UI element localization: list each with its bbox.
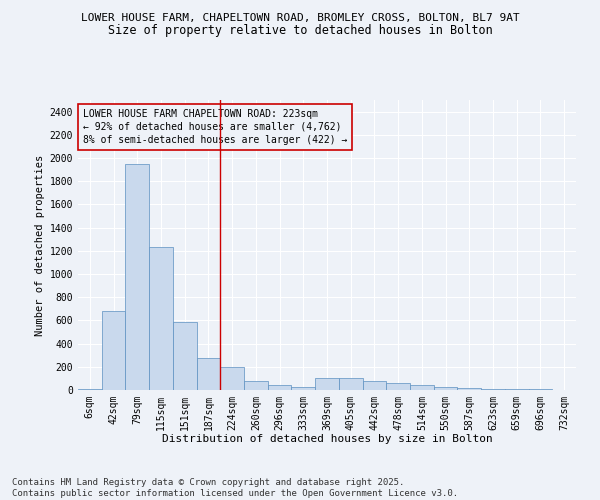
Y-axis label: Number of detached properties: Number of detached properties: [35, 154, 46, 336]
Bar: [410, 386, 434, 390]
Bar: [125, 164, 149, 390]
Text: Size of property relative to detached houses in Bolton: Size of property relative to detached ho…: [107, 24, 493, 37]
Bar: [244, 380, 268, 390]
Bar: [197, 358, 220, 390]
Bar: [292, 386, 315, 390]
Bar: [78, 389, 102, 390]
Bar: [220, 367, 244, 390]
Bar: [457, 388, 481, 390]
Bar: [173, 322, 197, 390]
Bar: [315, 378, 339, 390]
Text: LOWER HOUSE FARM, CHAPELTOWN ROAD, BROMLEY CROSS, BOLTON, BL7 9AT: LOWER HOUSE FARM, CHAPELTOWN ROAD, BROML…: [80, 12, 520, 22]
Bar: [268, 386, 292, 390]
Bar: [362, 380, 386, 390]
Text: LOWER HOUSE FARM CHAPELTOWN ROAD: 223sqm
← 92% of detached houses are smaller (4: LOWER HOUSE FARM CHAPELTOWN ROAD: 223sqm…: [83, 108, 347, 145]
Bar: [386, 383, 410, 390]
Bar: [434, 386, 457, 390]
Text: Contains HM Land Registry data © Crown copyright and database right 2025.
Contai: Contains HM Land Registry data © Crown c…: [12, 478, 458, 498]
Bar: [339, 378, 362, 390]
Bar: [149, 248, 173, 390]
Bar: [102, 311, 125, 390]
Bar: [481, 389, 505, 390]
X-axis label: Distribution of detached houses by size in Bolton: Distribution of detached houses by size …: [161, 434, 493, 444]
